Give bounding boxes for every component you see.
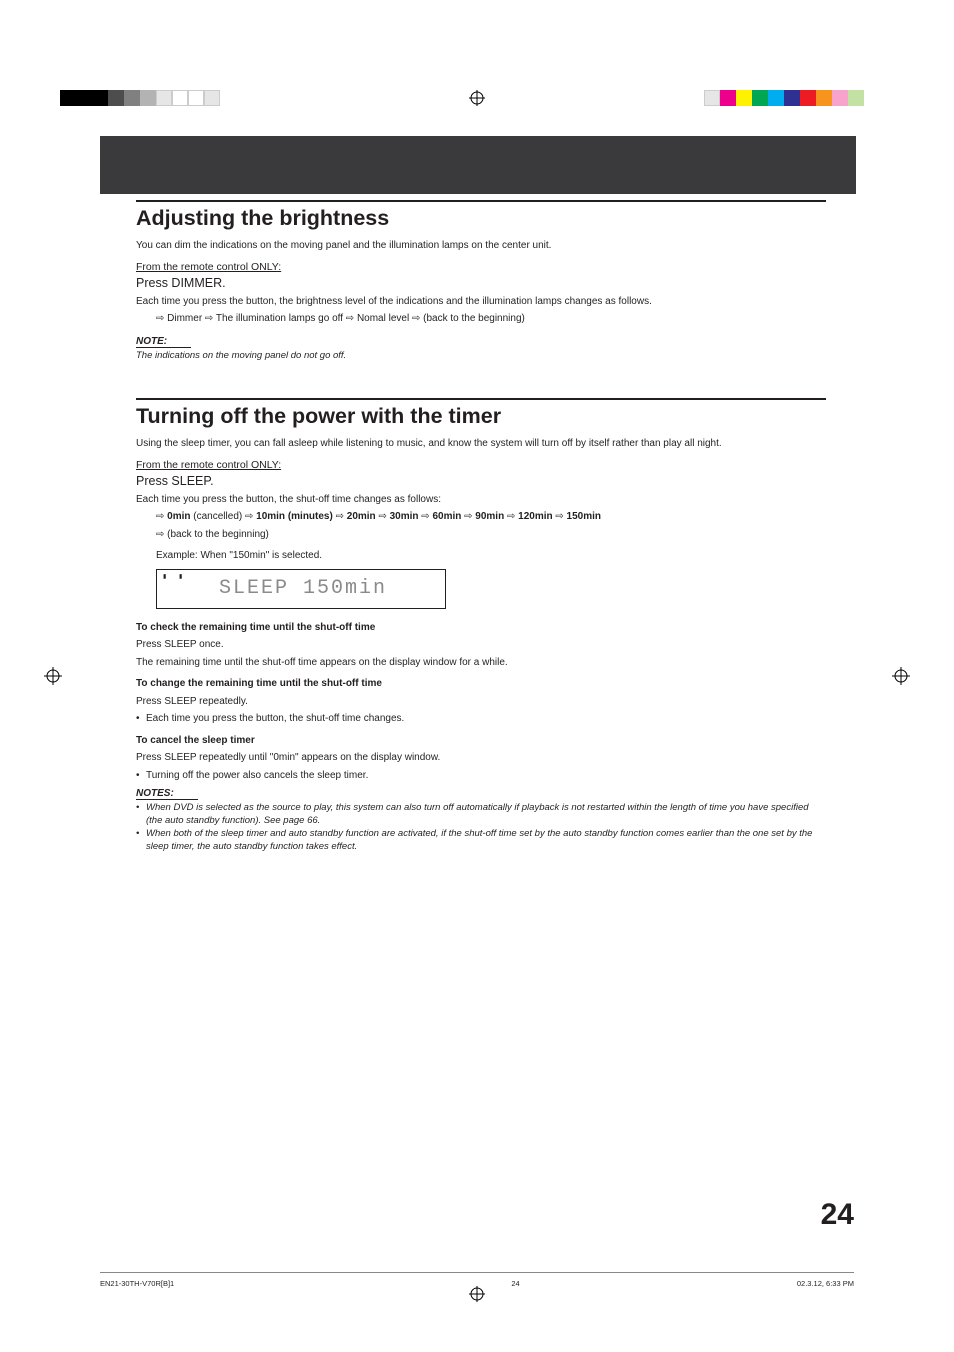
timer-line1: Each time you press the button, the shut… xyxy=(136,493,826,507)
section-title-brightness: Adjusting the brightness xyxy=(136,206,826,231)
brightness-from: From the remote control ONLY: xyxy=(136,261,281,273)
timer-example: Example: When "150min" is selected. xyxy=(156,549,826,563)
footer-right: 02.3.12, 6:33 PM xyxy=(797,1279,854,1288)
section-rule xyxy=(136,200,826,202)
registration-mark-right xyxy=(892,661,910,691)
footer-left: EN21-30TH-V70R[B]1 xyxy=(100,1279,174,1288)
display-text: SLEEP 150min xyxy=(219,577,387,600)
brightness-press: Press DIMMER. xyxy=(136,276,826,290)
display-window: ▮ ▮ SLEEP 150min xyxy=(156,569,446,609)
page-number: 24 xyxy=(821,1198,854,1232)
timer-press: Press SLEEP. xyxy=(136,474,826,488)
cancel-line1: Press SLEEP repeatedly until "0min" appe… xyxy=(136,751,826,765)
timer-intro: Using the sleep timer, you can fall asle… xyxy=(136,437,826,451)
colorbar-right xyxy=(664,90,864,106)
cancel-heading: To cancel the sleep timer xyxy=(136,734,826,748)
change-bullet: Each time you press the button, the shut… xyxy=(136,712,826,726)
brightness-note: The indications on the moving panel do n… xyxy=(136,350,826,363)
header-band xyxy=(100,136,856,194)
notes-label: NOTES: xyxy=(136,788,198,800)
footer-rule xyxy=(100,1272,854,1273)
note-label: NOTE: xyxy=(136,336,191,348)
footer-center: 24 xyxy=(511,1279,519,1288)
brightness-line1: Each time you press the button, the brig… xyxy=(136,295,826,309)
check-line2: The remaining time until the shut-off ti… xyxy=(136,656,826,670)
registration-mark-top xyxy=(469,90,485,106)
change-heading: To change the remaining time until the s… xyxy=(136,677,826,691)
timer-sequence-wrap: ⇨ (back to the beginning) xyxy=(156,528,826,542)
cancel-bullet: Turning off the power also cancels the s… xyxy=(136,769,826,783)
section-rule xyxy=(136,398,826,400)
timer-notes: When DVD is selected as the source to pl… xyxy=(136,802,826,853)
timer-from: From the remote control ONLY: xyxy=(136,459,281,471)
timer-note-1: When DVD is selected as the source to pl… xyxy=(136,802,826,828)
timer-note-2: When both of the sleep timer and auto st… xyxy=(136,828,826,854)
timer-sequence: ⇨ 0min (cancelled) ⇨ 10min (minutes) ⇨ 2… xyxy=(156,510,826,524)
section-title-timer: Turning off the power with the timer xyxy=(136,404,826,429)
brightness-intro: You can dim the indications on the movin… xyxy=(136,239,826,253)
registration-mark-bottom xyxy=(469,1286,485,1302)
footer-slug: EN21-30TH-V70R[B]1 24 02.3.12, 6:33 PM xyxy=(100,1279,854,1288)
content: Adjusting the brightness You can dim the… xyxy=(136,200,826,854)
colorbar-left xyxy=(60,90,260,106)
check-line1: Press SLEEP once. xyxy=(136,638,826,652)
brightness-sequence: ⇨ Dimmer ⇨ The illumination lamps go off… xyxy=(156,312,826,326)
registration-mark-left xyxy=(44,661,62,691)
check-heading: To check the remaining time until the sh… xyxy=(136,621,826,635)
change-line1: Press SLEEP repeatedly. xyxy=(136,695,826,709)
